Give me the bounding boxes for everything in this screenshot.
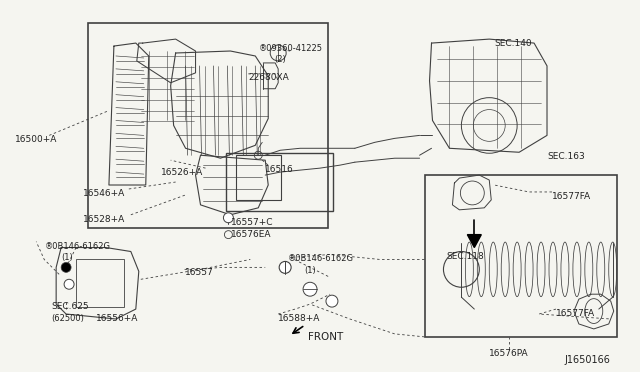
Bar <box>88 23 328 228</box>
Circle shape <box>303 282 317 296</box>
Text: 16556+A: 16556+A <box>96 314 138 323</box>
Text: (1): (1) <box>304 266 316 275</box>
Polygon shape <box>467 235 481 247</box>
Text: FRONT: FRONT <box>308 332 343 342</box>
Text: 16557: 16557 <box>184 268 213 278</box>
Text: SEC.140: SEC.140 <box>494 39 532 48</box>
Circle shape <box>64 279 74 289</box>
Text: (1): (1) <box>61 253 73 263</box>
Circle shape <box>223 213 234 223</box>
Text: 16576EA: 16576EA <box>232 230 272 239</box>
Text: 16526+A: 16526+A <box>161 168 203 177</box>
Bar <box>76 259 124 307</box>
Text: 22680XA: 22680XA <box>248 73 289 82</box>
Text: 16557+C: 16557+C <box>232 218 274 227</box>
Text: (2): (2) <box>274 55 286 64</box>
Text: 16528+A: 16528+A <box>83 215 125 224</box>
Text: 16576PA: 16576PA <box>489 349 529 358</box>
Text: SEC.118: SEC.118 <box>447 253 484 262</box>
Text: J1650166: J1650166 <box>565 355 611 365</box>
Text: 16516: 16516 <box>265 165 294 174</box>
Text: SEC.625: SEC.625 <box>51 302 89 311</box>
Text: ®09360-41225: ®09360-41225 <box>259 44 323 53</box>
Bar <box>227 153 333 211</box>
Text: 16577FA: 16577FA <box>552 192 591 201</box>
Text: 16500+A: 16500+A <box>15 135 58 144</box>
Circle shape <box>326 295 338 307</box>
Text: 16577FA: 16577FA <box>556 309 595 318</box>
Text: 16546+A: 16546+A <box>83 189 125 198</box>
Bar <box>236 155 281 200</box>
Text: (62500): (62500) <box>51 314 84 323</box>
Text: SEC.163: SEC.163 <box>547 152 585 161</box>
Text: ®0B146-6162G: ®0B146-6162G <box>288 254 354 263</box>
Bar <box>424 175 617 337</box>
Circle shape <box>61 262 71 272</box>
Circle shape <box>279 262 291 273</box>
Text: ®0B146-6162G: ®0B146-6162G <box>45 241 111 251</box>
Text: 16588+A: 16588+A <box>278 314 321 323</box>
